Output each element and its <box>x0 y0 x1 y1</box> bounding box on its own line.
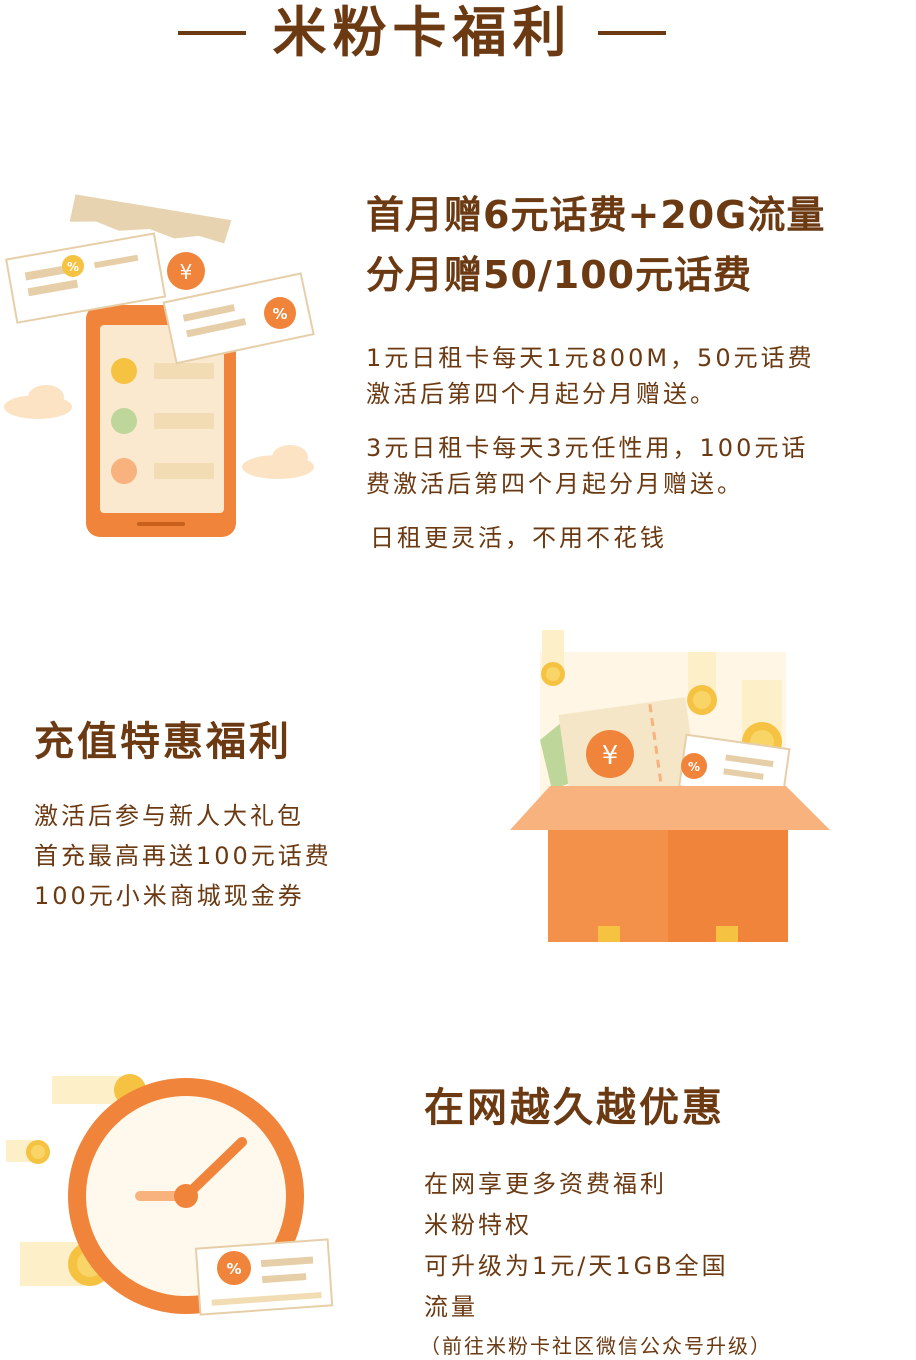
percent-sign: % <box>226 1260 241 1278</box>
coin-icon <box>6 1140 50 1164</box>
falling-coin-icon <box>541 630 565 686</box>
percent-sign: % <box>688 760 700 774</box>
yuan-sign: ¥ <box>180 260 193 284</box>
section1-para2-line2: 费激活后第四个月起分月赠送。 <box>366 470 744 498</box>
section3-title: 在网越久越优惠 <box>424 1085 725 1131</box>
open-box-icon <box>510 786 830 942</box>
percent-sign: % <box>67 260 79 274</box>
section1-para3: 日租更灵活，不用不花钱 <box>370 524 667 552</box>
section3-line2: 米粉特权 <box>424 1211 532 1239</box>
section1-title-line2: 分月赠50/100元话费 <box>366 253 753 297</box>
yuan-coin-icon <box>167 252 205 290</box>
clock-illustration: % <box>6 1074 334 1316</box>
page-title: 米粉卡福利 <box>272 1 573 64</box>
gift-box-illustration: ¥ % <box>510 630 830 942</box>
section3-note: （前往米粉卡社区微信公众号升级） <box>420 1334 772 1358</box>
percent-sign: % <box>272 305 287 323</box>
percent-coupon-icon <box>681 753 707 779</box>
section1-para2-line1: 3元日租卡每天3元任性用，100元话 <box>366 434 809 462</box>
percent-coupon-icon <box>264 297 296 329</box>
section1-para1-line2: 激活后第四个月起分月赠送。 <box>366 380 717 408</box>
section2-line1: 激活后参与新人大礼包 <box>34 802 304 830</box>
phone-coupons-illustration: % ¥ % <box>4 194 315 537</box>
header-left-line <box>178 31 246 35</box>
section3-line4: 流量 <box>424 1293 478 1321</box>
yuan-sign: ¥ <box>602 741 619 771</box>
cloud-icon <box>242 445 314 479</box>
section3-line1: 在网享更多资费福利 <box>424 1170 667 1198</box>
percent-coupon-icon <box>62 255 84 277</box>
section2-line2: 首充最高再送100元话费 <box>34 842 332 870</box>
falling-coin-icon <box>687 652 717 715</box>
cloud-icon <box>4 385 72 419</box>
section1-para1-line1: 1元日租卡每天1元800M，50元话费 <box>366 344 815 372</box>
section2-line3: 100元小米商城现金券 <box>34 882 305 910</box>
section3-line3: 可升级为1元/天1GB全国 <box>424 1252 729 1280</box>
section1-title-line1: 首月赠6元话费+20G流量 <box>366 193 826 237</box>
percent-coupon-icon <box>217 1251 251 1285</box>
section2-title: 充值特惠福利 <box>34 719 292 765</box>
yuan-coin-icon <box>586 730 634 778</box>
header-right-line <box>598 31 666 35</box>
